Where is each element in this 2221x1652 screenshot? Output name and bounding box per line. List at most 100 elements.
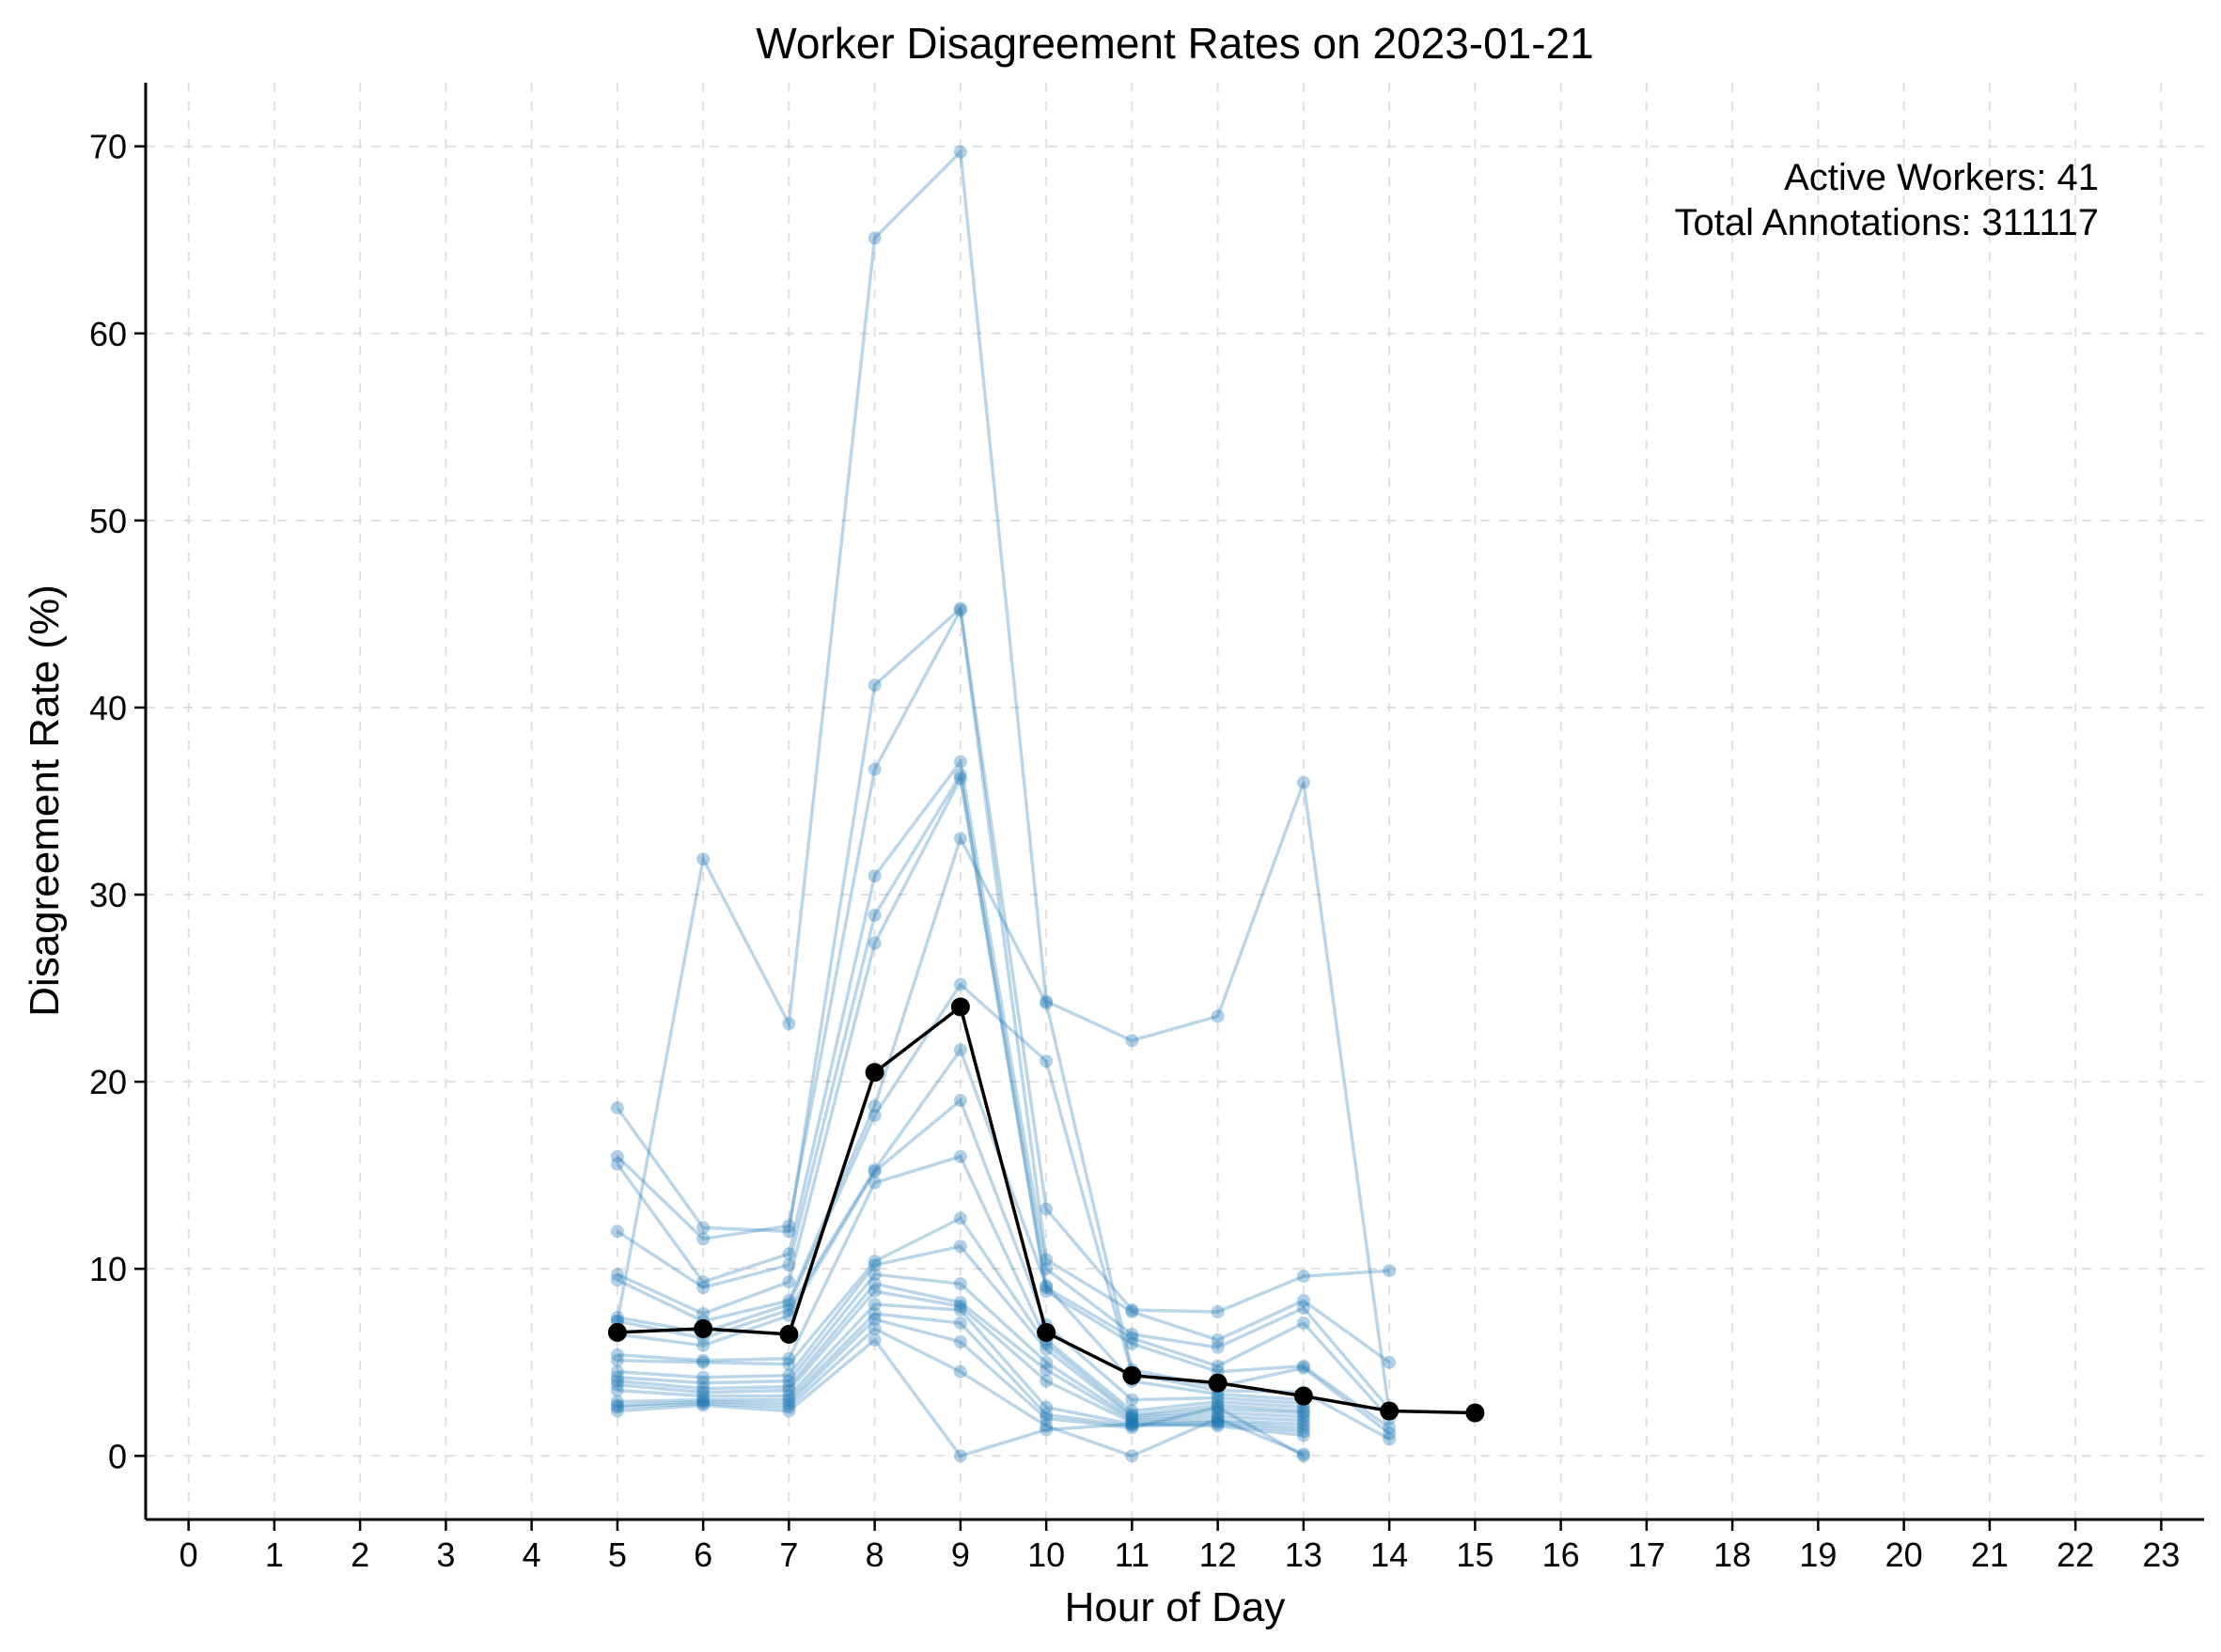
x-tick-label: 2: [351, 1535, 369, 1574]
worker-data-point: [1383, 1264, 1397, 1278]
worker-data-point: [1296, 1294, 1310, 1308]
y-axis-label: Disagreement Rate (%): [22, 584, 68, 1017]
worker-data-point: [1125, 1421, 1139, 1435]
worker-data-point: [953, 1094, 967, 1108]
worker-data-point: [782, 1351, 796, 1365]
worker-data-point: [696, 1393, 711, 1407]
worker-data-point: [953, 771, 967, 786]
worker-series: [610, 1333, 1310, 1463]
worker-data-point: [1296, 1410, 1310, 1424]
worker-data-point: [610, 1353, 624, 1367]
worker-data-point: [696, 1232, 711, 1246]
total-annotations-annotation: Total Annotations: 311117: [1675, 202, 2099, 243]
worker-data-point: [1211, 1400, 1225, 1414]
worker-data-point: [953, 601, 967, 616]
worker-series-line: [617, 1312, 1305, 1434]
worker-series-line: [617, 1282, 1304, 1423]
worker-data-point: [782, 1368, 796, 1382]
worker-data-point: [1296, 775, 1310, 789]
worker-data-point: [782, 1294, 796, 1308]
worker-series-line: [617, 1216, 1304, 1417]
worker-data-point: [868, 908, 882, 922]
worker-data-point: [782, 1393, 796, 1407]
worker-data-point: [696, 1221, 711, 1235]
worker-series: [610, 1094, 1310, 1410]
worker-data-point: [868, 1333, 882, 1347]
x-axis-label: Hour of Day: [1065, 1584, 1286, 1630]
worker-series: [610, 603, 1397, 1369]
worker-data-point: [610, 1370, 624, 1384]
worker-data-point: [1296, 1301, 1310, 1316]
worker-data-point: [1125, 1413, 1139, 1427]
worker-data-point: [610, 1395, 624, 1409]
worker-data-point: [696, 1353, 711, 1367]
worker-data-point: [1125, 1303, 1139, 1317]
x-tick-label: 5: [608, 1535, 627, 1574]
worker-data-point: [1040, 1054, 1054, 1068]
worker-series-line: [616, 604, 1391, 1364]
worker-data-point: [868, 1268, 882, 1282]
worker-data-point: [953, 1300, 967, 1314]
active-workers-annotation: Active Workers: 41: [1784, 157, 2099, 198]
mean-data-point: [1293, 1386, 1313, 1406]
worker-data-point: [696, 1385, 711, 1399]
x-tick-label: 8: [866, 1535, 884, 1574]
worker-series-group: [610, 145, 1397, 1463]
x-tick-label: 7: [779, 1535, 798, 1574]
y-tick-label: 70: [89, 128, 127, 166]
worker-data-point: [1040, 994, 1054, 1008]
worker-data-point: [610, 1268, 624, 1282]
worker-data-point: [696, 1338, 711, 1352]
worker-series-line: [616, 604, 1390, 1314]
worker-data-point: [1211, 1340, 1225, 1354]
worker-series: [610, 1239, 1310, 1424]
worker-data-point: [1211, 1402, 1225, 1416]
worker-series: [610, 1285, 1310, 1431]
worker-data-point: [1040, 1400, 1054, 1414]
worker-data-point: [1296, 1361, 1310, 1375]
worker-data-point: [610, 1374, 624, 1388]
worker-data-point: [1296, 1404, 1310, 1418]
worker-data-point: [953, 1449, 967, 1463]
worker-data-point: [868, 1164, 882, 1178]
worker-data-point: [782, 1379, 796, 1394]
x-ticks: 0 1 2 3 4 5 6 7 8 9 10 11 12 13 14 15 16 17 18 19 20 21 22 23: [180, 1520, 2180, 1574]
worker-series-line: [617, 981, 1390, 1441]
worker-series: [610, 1211, 1310, 1422]
worker-data-point: [1296, 1359, 1310, 1373]
worker-data-point: [868, 678, 882, 693]
worker-data-point: [868, 1277, 882, 1291]
worker-data-point: [610, 1400, 624, 1414]
worker-series-line: [617, 1046, 1304, 1402]
worker-data-point: [696, 852, 711, 866]
worker-series: [610, 1321, 1310, 1463]
worker-data-point: [1125, 1404, 1139, 1418]
worker-data-point: [782, 1383, 796, 1397]
x-tick-label: 15: [1456, 1535, 1494, 1574]
worker-data-point: [782, 1389, 796, 1403]
worker-data-point: [782, 1374, 796, 1388]
worker-data-point: [1296, 1447, 1310, 1461]
worker-data-point: [1125, 1408, 1139, 1422]
worker-data-point: [610, 1149, 624, 1163]
worker-data-point: [1125, 1417, 1139, 1431]
worker-data-point: [1211, 1009, 1225, 1023]
worker-data-point: [696, 1381, 711, 1395]
y-tick-label: 40: [89, 689, 127, 727]
x-tick-label: 0: [180, 1535, 198, 1574]
worker-series: [610, 832, 1397, 1441]
x-tick-label: 11: [1115, 1535, 1150, 1574]
worker-data-point: [1040, 1253, 1054, 1267]
worker-data-point: [868, 1108, 882, 1122]
worker-series: [610, 601, 1397, 1319]
worker-data-point: [868, 1298, 882, 1312]
worker-data-point: [696, 1389, 711, 1403]
x-tick-label: 22: [2057, 1535, 2094, 1574]
y-tick-label: 60: [89, 315, 127, 353]
worker-data-point: [1040, 1374, 1054, 1388]
worker-data-point: [696, 1396, 711, 1410]
worker-data-point: [1296, 1270, 1310, 1284]
worker-data-point: [1296, 1425, 1310, 1439]
worker-data-point: [1211, 1359, 1225, 1373]
worker-data-point: [1125, 1305, 1139, 1319]
